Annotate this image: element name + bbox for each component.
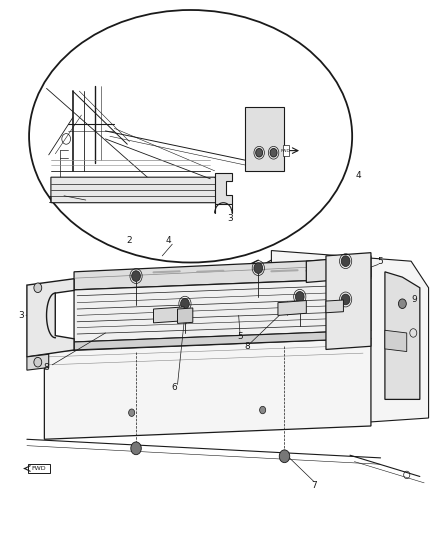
Circle shape	[331, 302, 338, 310]
Polygon shape	[385, 330, 407, 352]
Circle shape	[279, 450, 290, 463]
Polygon shape	[44, 338, 371, 439]
Text: FWD: FWD	[32, 466, 46, 471]
Polygon shape	[306, 256, 371, 282]
Circle shape	[294, 303, 301, 312]
Circle shape	[270, 149, 277, 157]
Text: 2: 2	[127, 237, 132, 246]
FancyBboxPatch shape	[283, 146, 289, 156]
Text: 4: 4	[356, 171, 361, 180]
Text: 5: 5	[378, 257, 383, 265]
Circle shape	[180, 298, 189, 309]
Text: FWD: FWD	[281, 149, 291, 152]
Polygon shape	[326, 300, 343, 313]
Circle shape	[132, 271, 141, 281]
Circle shape	[256, 149, 263, 157]
Polygon shape	[51, 177, 223, 203]
Text: 7: 7	[311, 481, 317, 490]
Circle shape	[34, 358, 42, 367]
Text: 3: 3	[227, 214, 233, 223]
Circle shape	[129, 409, 135, 416]
Polygon shape	[74, 330, 371, 350]
Polygon shape	[278, 301, 306, 316]
Bar	[28, 464, 50, 473]
Polygon shape	[74, 278, 371, 342]
Circle shape	[181, 312, 188, 320]
Text: 8: 8	[244, 342, 250, 351]
Text: 3: 3	[19, 311, 25, 320]
Text: 8: 8	[44, 363, 49, 372]
Circle shape	[341, 294, 350, 305]
Text: 4: 4	[166, 237, 172, 246]
Circle shape	[254, 263, 263, 273]
Circle shape	[295, 292, 304, 302]
Circle shape	[260, 406, 266, 414]
Polygon shape	[385, 272, 420, 399]
Polygon shape	[215, 173, 232, 204]
Text: 6: 6	[172, 383, 177, 392]
Text: 1: 1	[48, 196, 54, 205]
Polygon shape	[153, 307, 184, 323]
Polygon shape	[177, 308, 193, 324]
Polygon shape	[245, 107, 285, 171]
Circle shape	[131, 442, 141, 455]
Circle shape	[399, 299, 406, 309]
Text: 5: 5	[237, 332, 243, 341]
Polygon shape	[27, 354, 49, 370]
Text: 9: 9	[412, 295, 417, 304]
Polygon shape	[27, 279, 74, 357]
Polygon shape	[326, 253, 371, 350]
Polygon shape	[74, 259, 371, 290]
Circle shape	[34, 283, 42, 293]
Ellipse shape	[29, 10, 352, 263]
Circle shape	[341, 256, 350, 266]
Polygon shape	[272, 251, 428, 429]
